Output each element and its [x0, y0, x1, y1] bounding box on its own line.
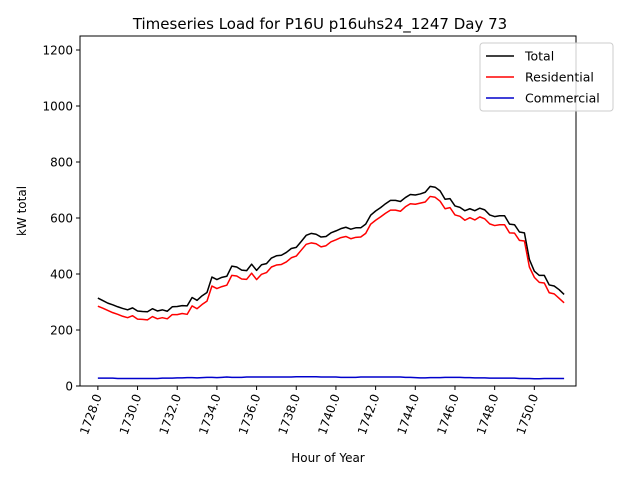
legend-label-commercial: Commercial: [525, 91, 600, 106]
y-axis: 0 200 400 600 800 1000 1200: [42, 44, 80, 394]
y-tick-label: 800: [50, 156, 73, 170]
x-tick-label: 1738.0: [276, 392, 304, 436]
x-tick-label: 1748.0: [474, 392, 502, 436]
y-tick-label: 400: [50, 268, 73, 282]
y-tick-label: 1000: [42, 100, 73, 114]
y-tick-label: 600: [50, 212, 73, 226]
chart-title: Timeseries Load for P16U p16uhs24_1247 D…: [132, 15, 507, 34]
series-line-commercial: [97, 376, 565, 380]
y-tick-label: 0: [65, 380, 73, 394]
x-axis-label: Hour of Year: [291, 451, 365, 465]
x-axis: 1728.0 1730.0 1732.0 1734.0 1736.0 1738.0 1740…: [77, 386, 541, 436]
y-tick-label: 200: [50, 324, 73, 338]
x-tick-label: 1750.0: [514, 392, 542, 436]
x-tick-label: 1734.0: [196, 392, 224, 436]
legend-label-residential: Residential: [525, 70, 594, 85]
legend-label-total: Total: [524, 49, 554, 64]
x-tick-label: 1732.0: [157, 392, 185, 436]
series-line-total: [97, 185, 565, 313]
legend: Total Residential Commercial: [479, 42, 614, 112]
x-tick-label: 1736.0: [236, 392, 264, 436]
y-tick-label: 1200: [42, 44, 73, 58]
x-tick-label: 1742.0: [355, 392, 383, 436]
series-line-residential: [97, 195, 565, 321]
x-tick-label: 1728.0: [77, 392, 105, 436]
x-tick-label: 1730.0: [117, 392, 145, 436]
y-axis-label: kW total: [15, 186, 29, 236]
plot-frame: [79, 35, 577, 387]
x-tick-label: 1740.0: [315, 392, 343, 436]
plot-lines: [97, 185, 565, 380]
x-tick-label: 1746.0: [434, 392, 462, 436]
legend-box: [479, 42, 614, 112]
x-tick-label: 1744.0: [395, 392, 423, 436]
